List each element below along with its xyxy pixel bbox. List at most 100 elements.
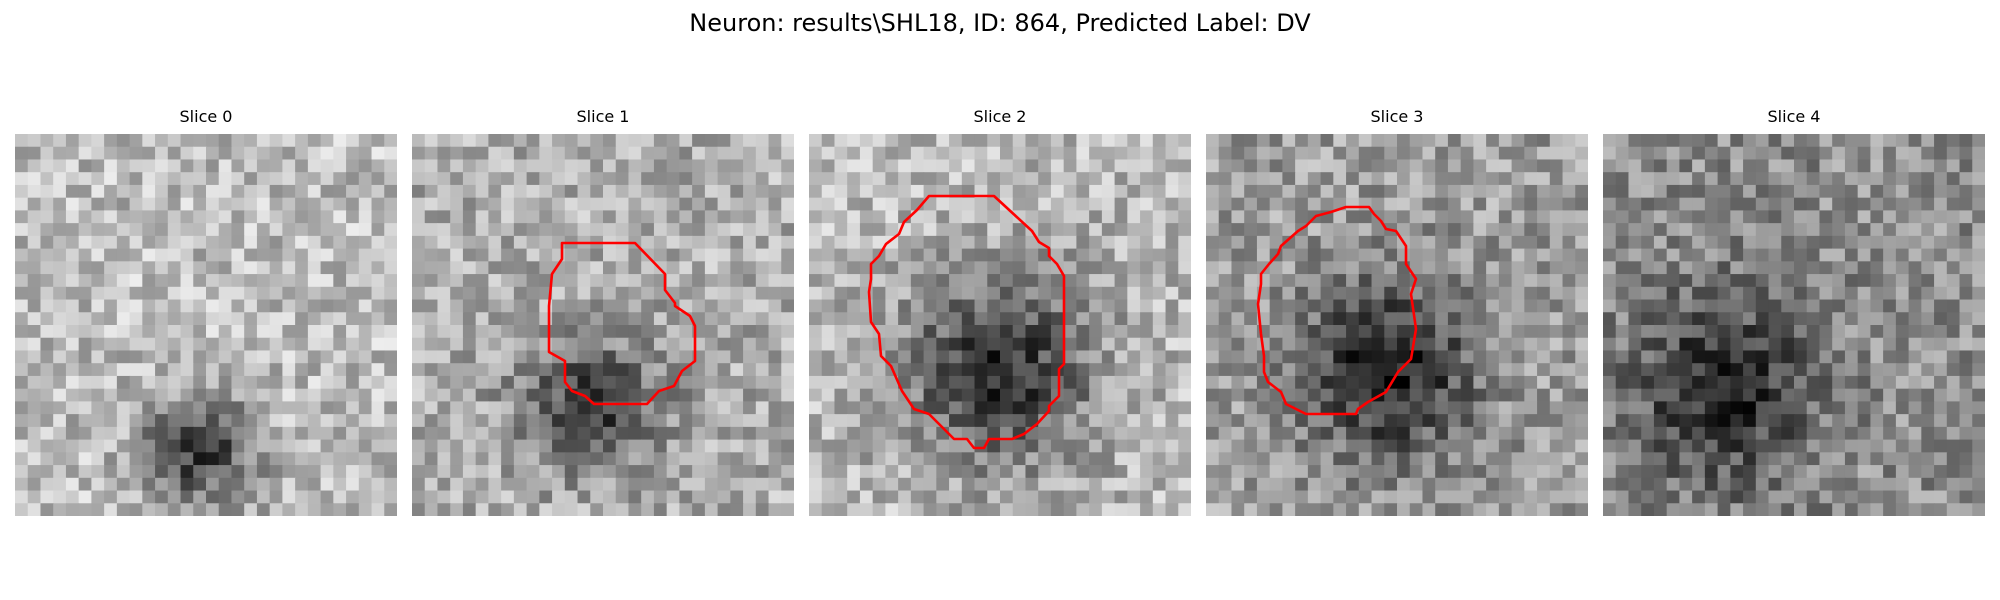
pixel-cell <box>462 299 477 313</box>
pixel-cell <box>1794 286 1808 301</box>
pixel-cell <box>1498 337 1513 352</box>
pixel-cell <box>859 184 874 199</box>
pixel-cell <box>462 134 477 148</box>
pixel-cell <box>1473 503 1487 516</box>
pixel-cell <box>1562 134 1576 148</box>
pixel-cell <box>1358 490 1373 504</box>
pixel-cell <box>437 134 451 148</box>
pixel-cell <box>898 235 912 250</box>
pixel-cell <box>987 159 1001 173</box>
pixel-cell <box>1666 197 1680 211</box>
pixel-cell <box>1704 337 1719 352</box>
pixel-cell <box>1320 401 1334 415</box>
pixel-cell <box>1679 401 1693 415</box>
pixel-cell <box>231 172 245 186</box>
pixel-cell <box>78 274 92 288</box>
pixel-cell <box>1537 465 1551 479</box>
pixel-cell <box>1857 223 1871 237</box>
pixel-cell <box>155 452 169 466</box>
pixel-cell <box>1089 172 1103 186</box>
pixel-cell <box>116 477 131 492</box>
pixel-cell <box>1730 172 1744 186</box>
pixel-cell <box>653 159 668 173</box>
pixel-cell <box>1615 172 1630 186</box>
pixel-cell <box>552 401 566 415</box>
pixel-cell <box>231 312 245 326</box>
pixel-cell <box>821 197 836 211</box>
pixel-cell <box>692 184 706 199</box>
pixel-cell <box>15 325 29 339</box>
pixel-cell <box>1908 312 1922 326</box>
pixel-cell <box>307 363 322 377</box>
pixel-cell <box>539 261 553 275</box>
pixel-cell <box>155 363 169 377</box>
pixel-cell <box>78 363 92 377</box>
pixel-cell <box>910 490 925 504</box>
pixel-cell <box>346 426 360 441</box>
pixel-cell <box>730 414 744 428</box>
pixel-cell <box>231 299 245 313</box>
pixel-cell <box>910 414 925 428</box>
pixel-cell <box>717 312 731 326</box>
pixel-cell <box>1101 401 1116 415</box>
pixel-cell <box>704 210 719 224</box>
pixel-cell <box>781 299 794 313</box>
pixel-cell <box>961 465 976 479</box>
pixel-cell <box>1127 312 1141 326</box>
pixel-cell <box>1628 414 1642 428</box>
pixel-cell <box>1959 401 1973 415</box>
pixel-cell <box>1140 286 1154 301</box>
pixel-cell <box>1165 452 1179 466</box>
pixel-cell <box>847 490 861 504</box>
pixel-cell <box>206 477 220 492</box>
pixel-cell <box>142 299 156 313</box>
pixel-cell <box>730 299 744 313</box>
pixel-cell <box>116 426 131 441</box>
pixel-cell <box>40 172 54 186</box>
pixel-cell <box>371 134 385 148</box>
pixel-cell <box>1397 388 1411 402</box>
pixel-cell <box>730 363 744 377</box>
pixel-cell <box>167 134 182 148</box>
pixel-cell <box>730 286 744 301</box>
pixel-cell <box>256 363 271 377</box>
pixel-cell <box>552 452 566 466</box>
pixel-cell <box>1781 197 1795 211</box>
pixel-cell <box>1089 350 1103 364</box>
pixel-cell <box>78 146 92 161</box>
pixel-cell <box>1346 248 1360 262</box>
pixel-cell <box>1486 223 1500 237</box>
pixel-cell <box>1575 274 1588 288</box>
pixel-cell <box>1333 337 1347 352</box>
pixel-cell <box>295 134 309 148</box>
pixel-cell <box>847 388 861 402</box>
pixel-cell <box>552 465 566 479</box>
pixel-cell <box>1972 299 1985 313</box>
pixel-cell <box>450 388 464 402</box>
pixel-cell <box>488 465 502 479</box>
pixel-cell <box>1076 452 1090 466</box>
pixel-cell <box>333 210 347 224</box>
pixel-cell <box>437 375 451 390</box>
pixel-cell <box>1908 248 1922 262</box>
pixel-cell <box>1794 274 1808 288</box>
pixel-cell <box>1603 375 1617 390</box>
pixel-cell <box>180 210 194 224</box>
pixel-cell <box>1704 350 1719 364</box>
pixel-cell <box>129 465 143 479</box>
pixel-cell <box>1857 134 1871 148</box>
pixel-cell <box>1562 375 1576 390</box>
pixel-cell <box>1806 134 1821 148</box>
pixel-cell <box>755 197 770 211</box>
pixel-cell <box>412 235 426 250</box>
pixel-cell <box>244 375 258 390</box>
pixel-cell <box>501 325 515 339</box>
pixel-cell <box>53 197 67 211</box>
pixel-cell <box>295 261 309 275</box>
pixel-cell <box>552 248 566 262</box>
pixel-cell <box>910 197 925 211</box>
pixel-cell <box>679 172 693 186</box>
pixel-cell <box>603 337 617 352</box>
pixel-cell <box>1883 414 1897 428</box>
pixel-cell <box>1806 299 1821 313</box>
